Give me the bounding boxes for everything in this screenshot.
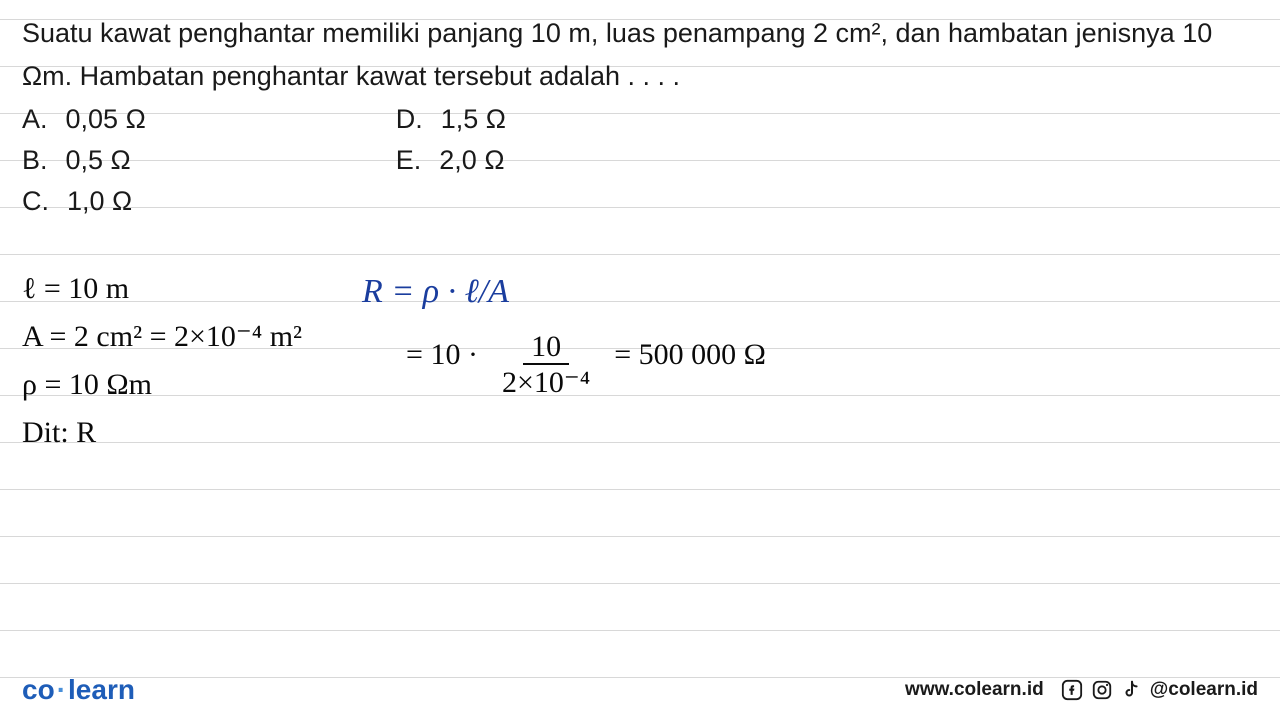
- social-icons: @colearn.id: [1060, 678, 1258, 702]
- website-url: www.colearn.id: [905, 679, 1044, 701]
- option-a: A. 0,05 Ω: [22, 104, 146, 135]
- option-letter: D.: [396, 104, 423, 135]
- option-e: E. 2,0 Ω: [396, 145, 506, 176]
- options-left-column: A. 0,05 Ω B. 0,5 Ω C. 1,0 Ω: [22, 104, 146, 217]
- option-letter: E.: [396, 145, 422, 176]
- logo-dot: ·: [57, 674, 66, 705]
- calculation-row: = 10 · 10 2×10⁻⁴ = 500 000 Ω: [362, 320, 766, 391]
- content-area: Suatu kawat penghantar memiliki panjang …: [0, 0, 1280, 469]
- option-value: 0,5 Ω: [66, 145, 131, 176]
- logo-co: co: [22, 674, 55, 705]
- option-d: D. 1,5 Ω: [396, 104, 506, 135]
- question-text: Suatu kawat penghantar memiliki panjang …: [22, 12, 1258, 98]
- tiktok-icon: [1120, 678, 1144, 702]
- handwritten-work: ℓ = 10 m A = 2 cm² = 2×10⁻⁴ m² ρ = 10 Ωm…: [22, 265, 1258, 457]
- option-c: C. 1,0 Ω: [22, 186, 146, 217]
- option-letter: A.: [22, 104, 48, 135]
- calc-prefix: = 10 ·: [406, 331, 478, 379]
- option-letter: B.: [22, 145, 48, 176]
- option-letter: C.: [22, 186, 49, 217]
- given-values: ℓ = 10 m A = 2 cm² = 2×10⁻⁴ m² ρ = 10 Ωm…: [22, 265, 302, 457]
- social-handle: @colearn.id: [1150, 679, 1258, 701]
- fraction-numerator: 10: [523, 330, 569, 365]
- given-line: ℓ = 10 m: [22, 265, 302, 313]
- fraction: 10 2×10⁻⁴: [498, 330, 594, 401]
- option-value: 1,0 Ω: [67, 186, 132, 217]
- given-line: ρ = 10 Ωm: [22, 361, 302, 409]
- given-line: Dit: R: [22, 409, 302, 457]
- option-b: B. 0,5 Ω: [22, 145, 146, 176]
- facebook-icon: [1060, 678, 1084, 702]
- footer-right: www.colearn.id @colearn.id: [905, 678, 1258, 702]
- option-value: 1,5 Ω: [441, 104, 506, 135]
- instagram-icon: [1090, 678, 1114, 702]
- logo: co·learn: [22, 674, 135, 706]
- logo-learn: learn: [68, 674, 135, 705]
- footer: co·learn www.colearn.id @colearn.id: [0, 674, 1280, 706]
- given-line: A = 2 cm² = 2×10⁻⁴ m²: [22, 313, 302, 361]
- result: = 500 000 Ω: [614, 331, 766, 379]
- options-container: A. 0,05 Ω B. 0,5 Ω C. 1,0 Ω D. 1,5 Ω E. …: [22, 104, 1258, 217]
- fraction-denominator: 2×10⁻⁴: [498, 365, 594, 401]
- option-value: 2,0 Ω: [439, 145, 504, 176]
- formula: R = ρ · ℓ/A: [362, 265, 766, 319]
- option-value: 0,05 Ω: [66, 104, 146, 135]
- options-right-column: D. 1,5 Ω E. 2,0 Ω: [396, 104, 506, 217]
- calculation: R = ρ · ℓ/A = 10 · 10 2×10⁻⁴ = 500 000 Ω: [362, 265, 766, 457]
